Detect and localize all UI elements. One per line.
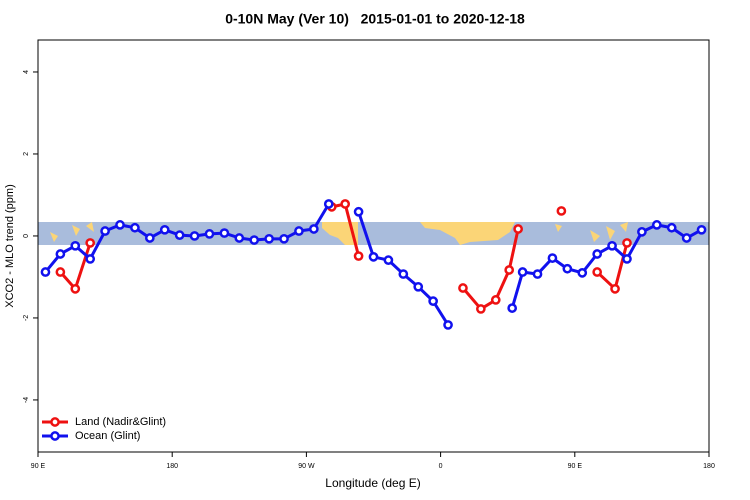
data-point (428, 296, 438, 306)
data-point (547, 253, 558, 263)
x-axis-label: Longitude (deg E) (325, 476, 420, 490)
legend: Land (Nadir&Glint) Ocean (Glint) (42, 416, 166, 442)
data-point (592, 267, 603, 277)
data-point (592, 249, 603, 259)
data-point (264, 233, 274, 244)
data-point (458, 283, 468, 293)
data-point (610, 283, 620, 294)
data-point (353, 206, 364, 217)
data-point (189, 231, 200, 241)
y-tick-label: 0 (23, 234, 30, 238)
plot-frame (37, 39, 710, 453)
data-point (556, 206, 567, 216)
data-point (204, 229, 215, 239)
data-point (115, 220, 125, 230)
series-line (59, 202, 629, 311)
data-point (532, 269, 543, 279)
data-point (323, 199, 334, 209)
data-point (666, 222, 677, 233)
x-tick-label: 90 W (298, 463, 315, 470)
data-point (637, 227, 647, 237)
legend-marker (50, 417, 60, 427)
x-tick-label: 90 E (568, 463, 583, 470)
data-point (504, 265, 515, 275)
data-point (443, 320, 453, 330)
data-point (383, 255, 394, 265)
data-point (622, 238, 632, 248)
legend-marker (50, 431, 60, 441)
data-point (681, 233, 692, 243)
data-point (279, 233, 289, 244)
y-axis-label: XCO2 - MLO trend (ppm) (4, 184, 16, 307)
map-band (38, 222, 709, 245)
data-point (85, 254, 96, 264)
x-tick-label: 90 E (31, 463, 46, 470)
data-point (562, 263, 573, 274)
data-point (234, 233, 245, 243)
data-point (219, 228, 230, 238)
data-point (507, 303, 518, 313)
legend-label: Land (Nadir&Glint) (75, 416, 166, 428)
data-point (476, 304, 486, 314)
data-point (513, 224, 523, 234)
data-point (353, 251, 364, 261)
data-point (622, 254, 632, 264)
data-point (517, 267, 528, 277)
data-point (159, 224, 170, 235)
data-point (490, 295, 501, 305)
data-point (70, 283, 81, 294)
x-tick-label: 0 (439, 463, 443, 470)
data-point (294, 226, 304, 236)
data-point (70, 240, 81, 251)
x-tick-label: 180 (703, 463, 715, 470)
chart-title: 0-10N May (Ver 10) 2015-01-01 to 2020-12… (225, 11, 525, 27)
legend-label: Ocean (Glint) (75, 430, 140, 442)
x-tick-label: 180 (166, 463, 178, 470)
y-tick-label: -4 (23, 397, 30, 403)
data-point (607, 240, 617, 251)
y-tick-label: 4 (23, 70, 30, 74)
data-point (40, 267, 51, 277)
data-point (413, 281, 424, 292)
data-point (130, 222, 140, 233)
data-point (340, 199, 351, 209)
data-point (577, 268, 588, 278)
data-point (651, 220, 662, 230)
data-point (174, 230, 185, 240)
data-point (100, 226, 110, 236)
data-point (309, 224, 319, 234)
data-point (249, 235, 260, 245)
data-point (85, 238, 96, 248)
data-point (398, 269, 409, 279)
data-point (696, 224, 707, 235)
y-tick-label: 2 (23, 152, 30, 156)
data-point (55, 267, 66, 277)
data-point (55, 249, 66, 259)
data-point (144, 233, 155, 243)
y-tick-label: -2 (23, 315, 30, 321)
data-point (368, 252, 379, 262)
